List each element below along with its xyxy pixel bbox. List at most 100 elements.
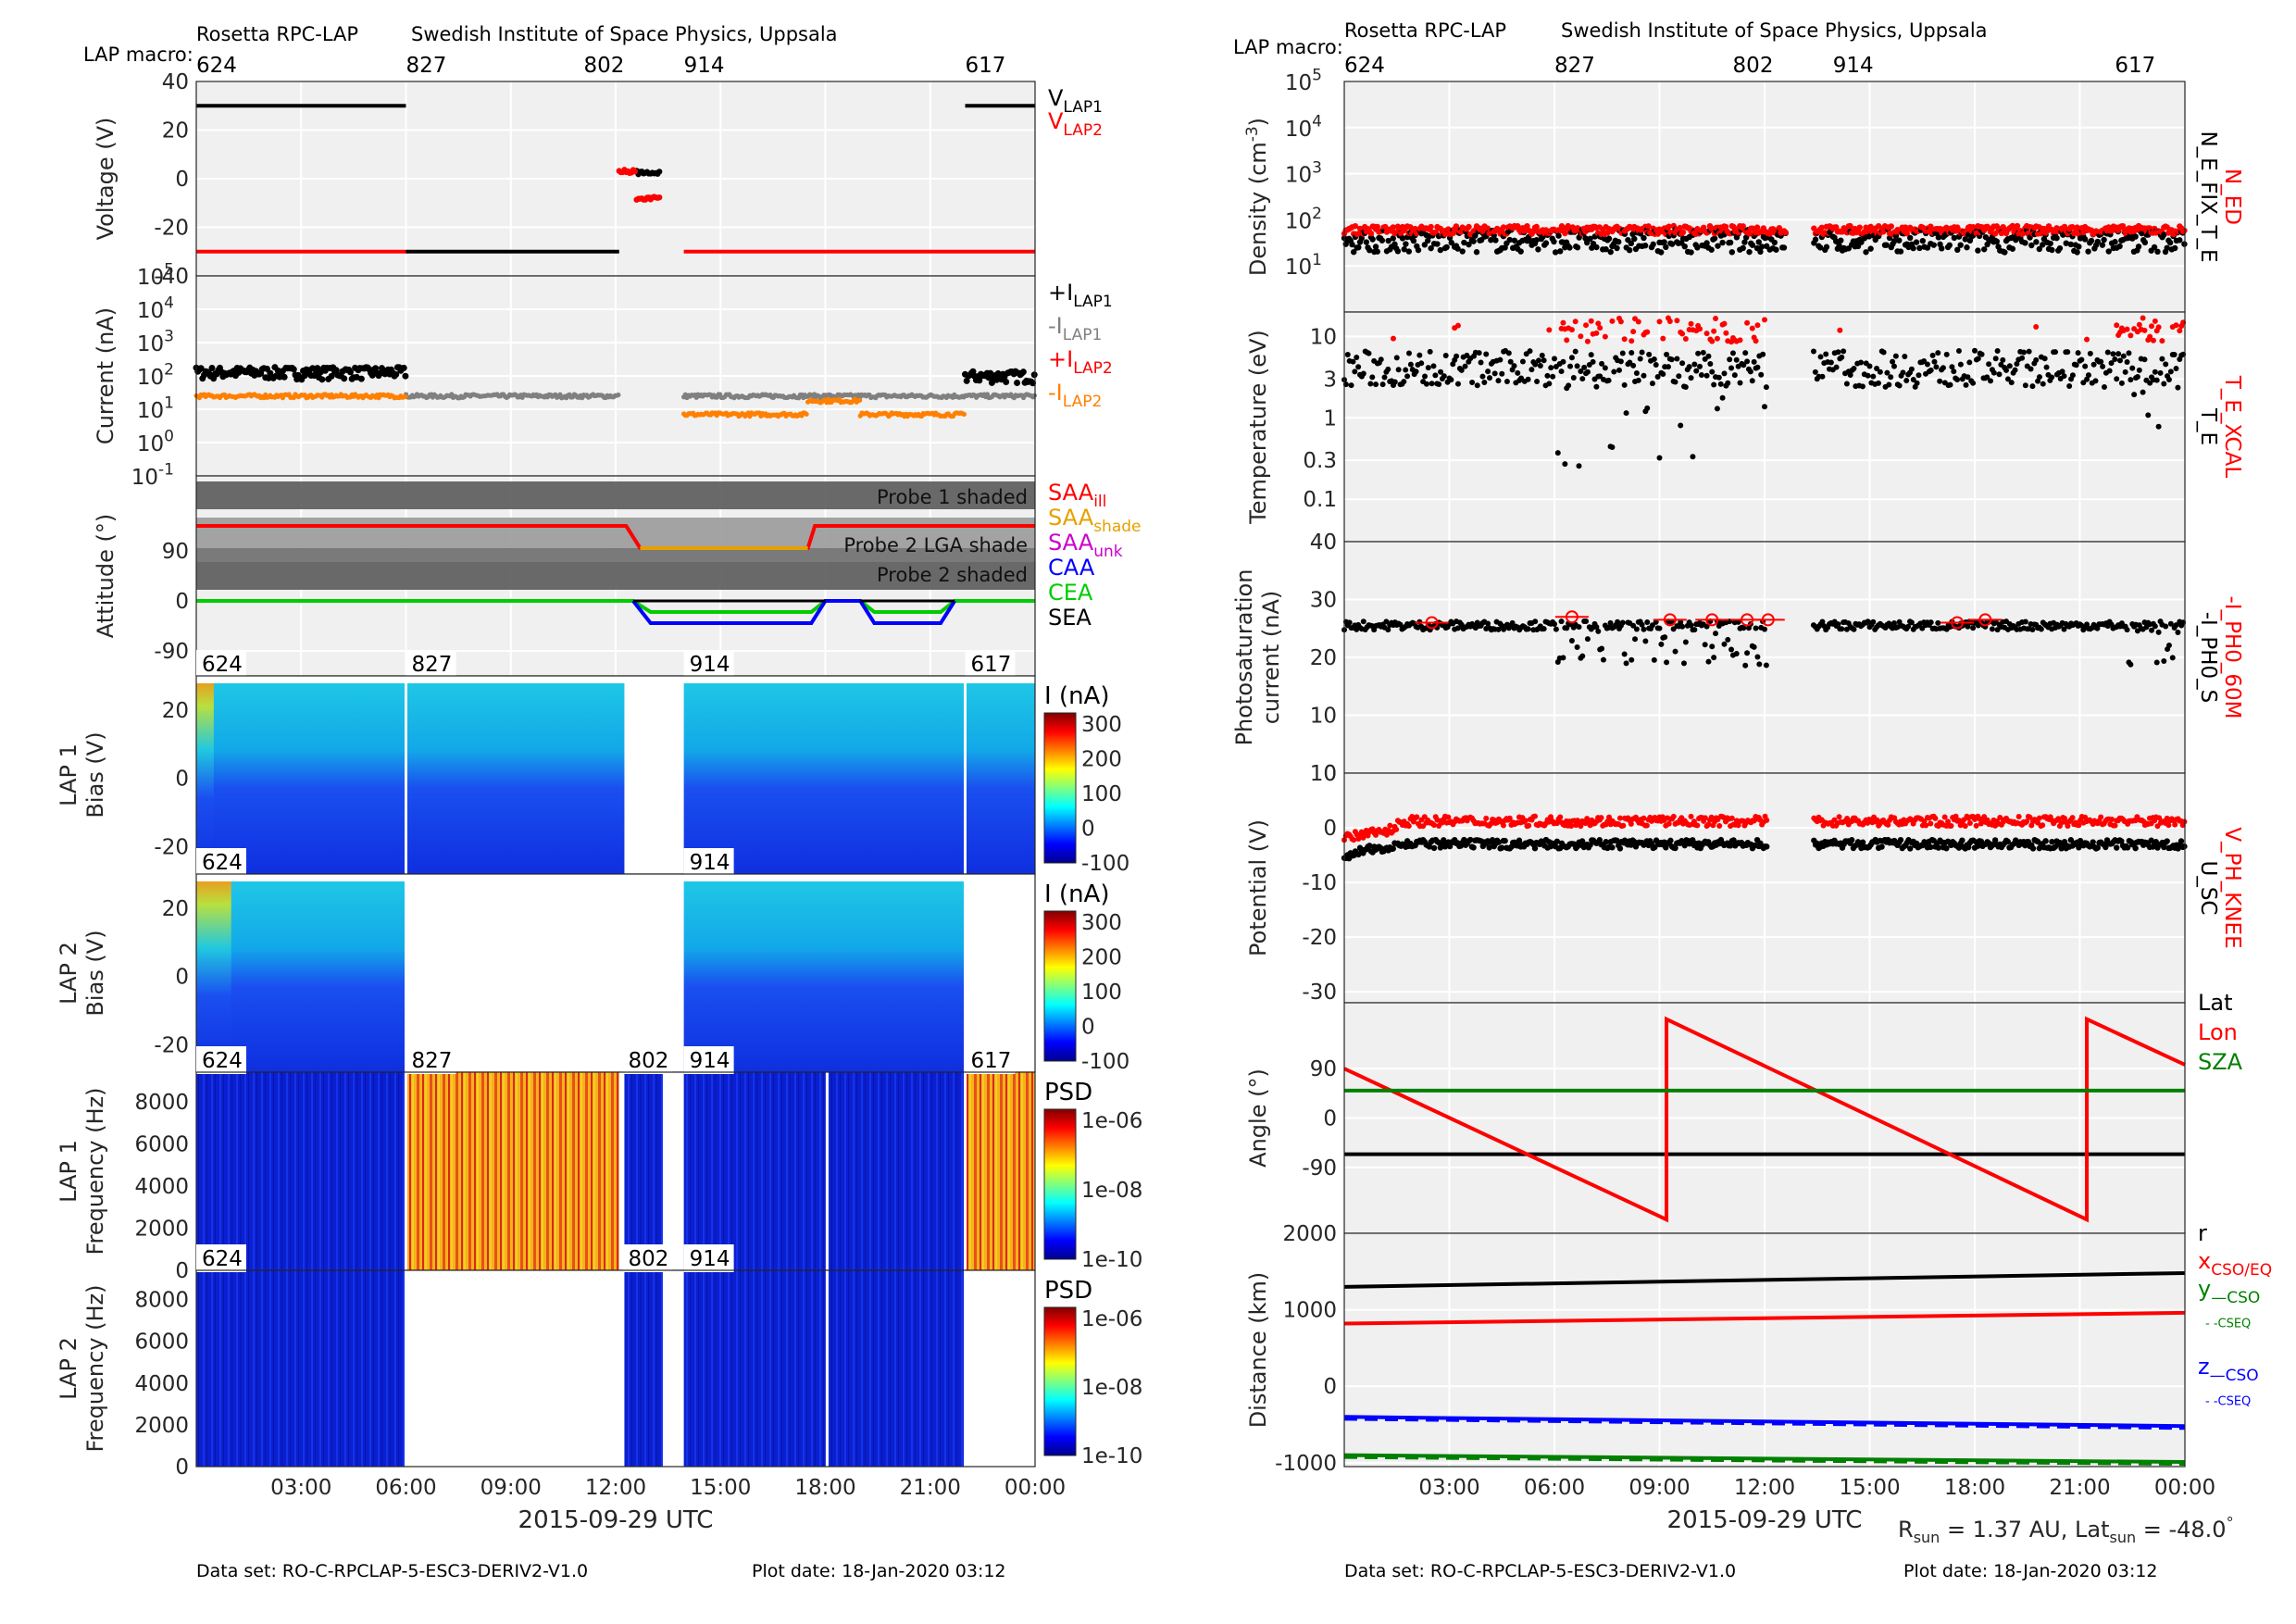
data-point (2029, 845, 2037, 852)
data-point (1448, 377, 1454, 383)
colorbar (1043, 910, 1077, 1062)
data-point (1916, 244, 1923, 252)
data-point (1839, 354, 1845, 360)
data-point (2149, 627, 2155, 633)
data-point (1554, 450, 1561, 456)
data-point (1454, 245, 1461, 252)
data-point (1965, 843, 1972, 851)
data-point (2163, 623, 2169, 630)
data-point (1957, 242, 1964, 248)
data-point (1436, 381, 1442, 388)
right-header: Rosetta RPC-LAP Swedish Institute of Spa… (1233, 19, 1988, 58)
data-point (1714, 335, 1720, 342)
data-point (1963, 381, 1969, 388)
data-point (2155, 324, 2162, 331)
macro-tag-bg (683, 1244, 734, 1272)
data-point (1884, 369, 1890, 376)
data-point (1728, 249, 1736, 256)
data-point (1682, 639, 1689, 645)
y-axis-label: Potential (V) (1245, 819, 1271, 956)
data-point (1865, 618, 1871, 625)
y-tick-label: 20 (162, 119, 189, 144)
data-point (963, 377, 970, 384)
data-point (1731, 372, 1738, 379)
panel-attitude: Probe 1 shaded Probe 2 LGA shade Probe 2 s… (93, 475, 1142, 677)
data-point (1633, 626, 1640, 632)
data-point (1679, 623, 1686, 630)
data-point (1554, 820, 1560, 827)
y-tick-label: 104 (137, 294, 174, 323)
data-point (655, 194, 663, 201)
data-point (1749, 225, 1756, 231)
data-point (1749, 325, 1755, 331)
y-tick-label: 2000 (134, 1217, 189, 1241)
macro-tag: 617 (971, 653, 1012, 677)
data-point (2029, 383, 2036, 390)
data-point (1702, 642, 1708, 648)
data-point (2061, 626, 2067, 632)
data-point (2175, 384, 2181, 391)
data-point (1744, 358, 1751, 365)
data-point (1576, 463, 1582, 469)
data-point (1702, 815, 1708, 821)
data-point (372, 365, 380, 372)
data-point (1941, 814, 1948, 820)
data-point (2140, 315, 2146, 321)
data-point (1929, 352, 1936, 358)
data-point (2145, 412, 2152, 418)
data-point (1558, 369, 1565, 375)
data-point (1526, 822, 1532, 829)
data-point (976, 377, 983, 384)
data-point (1928, 820, 1934, 827)
data-point (2120, 353, 2127, 359)
data-point (1393, 826, 1400, 832)
data-point (2167, 369, 2174, 375)
data-point (1835, 621, 1841, 628)
data-point (1373, 831, 1379, 838)
data-point (1656, 455, 1663, 461)
data-point (1708, 814, 1715, 820)
data-point (1754, 654, 1761, 660)
data-point (1617, 319, 1624, 325)
data-point (1029, 380, 1037, 387)
data-point (1835, 349, 1841, 356)
data-point (1385, 366, 1391, 372)
data-point (1599, 645, 1605, 652)
legend-entry: Lon (2198, 1019, 2238, 1045)
data-point (1432, 372, 1439, 379)
data-point (1623, 410, 1629, 417)
data-point (1405, 823, 1412, 830)
y-tick-label: 6000 (134, 1132, 189, 1156)
data-point (2024, 818, 2030, 825)
data-point (1639, 349, 1645, 356)
data-point (1890, 620, 1897, 627)
data-point (2087, 350, 2093, 356)
data-point (2092, 378, 2099, 384)
data-point (1935, 844, 1942, 851)
data-point (1919, 237, 1927, 244)
data-point (1660, 370, 1666, 377)
data-point (2014, 361, 2020, 368)
data-point (1495, 378, 1502, 384)
data-point (2082, 363, 2089, 369)
data-point (1390, 845, 1396, 852)
data-point (1709, 338, 1716, 344)
data-point (1962, 823, 1968, 830)
data-point (1003, 378, 1010, 385)
data-point (1672, 379, 1678, 385)
data-point (2066, 382, 2073, 389)
data-point (1499, 370, 1505, 377)
data-point (1741, 362, 1747, 369)
macro-label: 802 (1733, 54, 1774, 78)
data-point (1425, 616, 1439, 630)
x-tick-label: 12:00 (1734, 1476, 1795, 1500)
y-tick-label: 104 (1285, 112, 1322, 141)
data-point (1650, 241, 1656, 248)
data-point (1572, 348, 1578, 355)
data-point (1593, 244, 1600, 251)
data-point (1470, 844, 1477, 851)
data-point (2124, 326, 2130, 332)
data-point (2118, 838, 2125, 844)
data-point (1621, 651, 1628, 657)
